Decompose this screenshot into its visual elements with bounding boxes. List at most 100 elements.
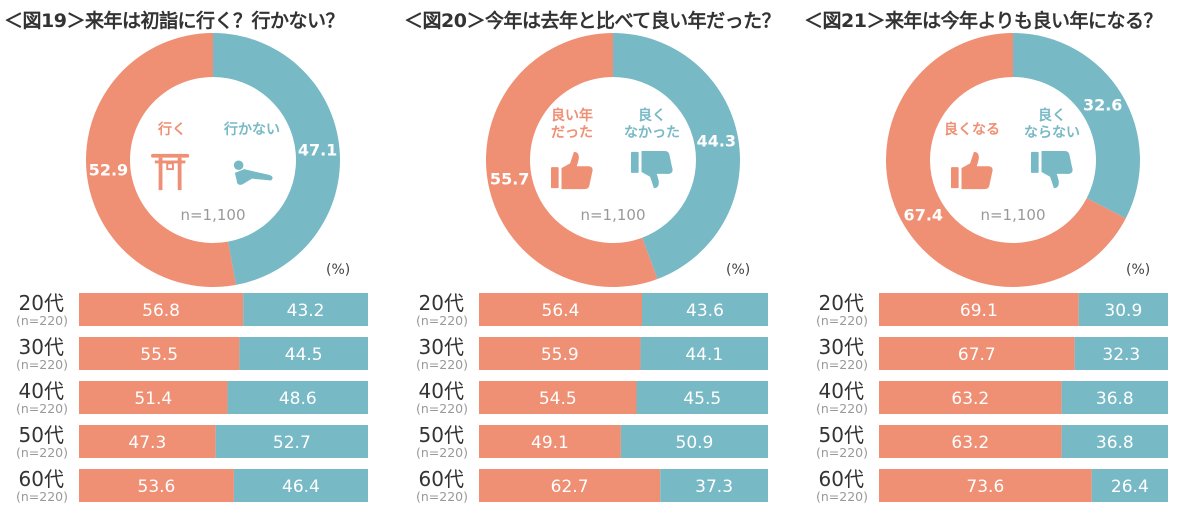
unit-label: (%) <box>726 262 751 278</box>
age-group-label: 50代 <box>418 423 464 447</box>
age-group-n: (n=220) <box>15 401 68 416</box>
torii-icon <box>151 153 190 191</box>
age-group-label: 20代 <box>418 291 464 315</box>
lying-person-icon <box>233 160 273 185</box>
age-group-n: (n=220) <box>15 445 68 460</box>
age-group-label: 30代 <box>818 335 864 359</box>
age-group-n: (n=220) <box>815 357 868 372</box>
bar-segment-positive <box>479 425 621 458</box>
bar-value-label: 46.4 <box>282 476 320 497</box>
bar-segment-negative <box>227 381 368 414</box>
age-group-label: 40代 <box>18 379 64 403</box>
bar-value-label: 56.4 <box>541 300 580 321</box>
age-group-n: (n=220) <box>815 445 868 460</box>
bar-value-label: 62.7 <box>550 476 589 497</box>
age-group-label: 40代 <box>818 379 864 403</box>
donut-value-label: 44.3 <box>696 131 737 151</box>
bar-value-label: 32.3 <box>1102 344 1141 365</box>
donut-segment-positive <box>86 33 237 287</box>
donut-value-label: 47.1 <box>297 140 338 160</box>
bar-segment-positive <box>479 293 642 326</box>
bar-segment-negative <box>636 381 768 414</box>
age-group-label: 60代 <box>418 467 464 491</box>
bar-segment-negative <box>1074 337 1168 370</box>
bar-segment-positive <box>79 469 234 502</box>
bar-value-label: 51.4 <box>134 388 173 409</box>
donut-segment-negative <box>613 33 740 279</box>
age-group-n: (n=220) <box>415 357 468 372</box>
donut-segment-negative <box>1013 33 1140 219</box>
age-group-n: (n=220) <box>415 489 468 504</box>
bar-segment-negative <box>1061 381 1168 414</box>
bar-value-label: 50.9 <box>675 432 714 453</box>
chart-title: ＜図19＞来年は初詣に行く？行かない？ <box>4 10 344 32</box>
bar-value-label: 53.6 <box>137 476 176 497</box>
bar-value-label: 43.6 <box>686 300 724 321</box>
chart-title: ＜図20＞今年は去年と比べて良い年だった？ <box>404 10 781 32</box>
chart-panel-3: ＜図21＞来年は今年よりも良い年になる？ 32.6 67.4 良くなる 良く ならない n… <box>800 0 1200 513</box>
category-label: 良く なかった <box>624 108 680 141</box>
bar-segment-positive <box>479 381 637 414</box>
thumbs-up-icon <box>951 151 993 190</box>
chart-svg <box>879 33 1168 502</box>
bar-value-label: 52.7 <box>272 432 311 453</box>
bar-value-label: 49.1 <box>531 432 569 453</box>
age-group-n: (n=220) <box>15 313 68 328</box>
category-label: 行かない <box>224 122 280 138</box>
donut-value-label: 67.4 <box>903 205 944 225</box>
bar-segment-negative <box>1078 293 1168 326</box>
unit-label: (%) <box>326 262 351 278</box>
bar-value-label: 69.1 <box>959 300 998 321</box>
bar-segment-negative <box>640 337 768 370</box>
bar-segment-negative <box>243 293 368 326</box>
donut-segment-negative <box>213 33 341 285</box>
sample-size-label: n=1,100 <box>980 206 1046 224</box>
bar-value-label: 73.6 <box>966 476 1005 497</box>
age-group-label: 30代 <box>418 335 464 359</box>
donut-segment-positive <box>886 33 1126 287</box>
age-group-n: (n=220) <box>815 401 868 416</box>
category-label: 良い年 だった <box>551 108 593 141</box>
chart-svg <box>479 33 768 502</box>
thumbs-down-icon <box>1031 150 1073 189</box>
bar-segment-negative <box>215 425 368 458</box>
thumbs-up-icon <box>551 151 593 190</box>
bar-value-label: 26.4 <box>1110 476 1149 497</box>
bar-segment-positive <box>479 469 661 502</box>
donut-value-label: 52.9 <box>88 160 129 180</box>
age-group-label: 20代 <box>818 291 864 315</box>
age-group-n: (n=220) <box>415 313 468 328</box>
donut-value-label: 55.7 <box>489 169 530 189</box>
chart-title: ＜図21＞来年は今年よりも良い年になる？ <box>804 10 1163 32</box>
bar-value-label: 54.5 <box>538 388 577 409</box>
bar-value-label: 63.2 <box>951 432 990 453</box>
bar-value-label: 44.5 <box>284 344 323 365</box>
unit-label: (%) <box>1126 262 1151 278</box>
age-group-n: (n=220) <box>815 313 868 328</box>
bar-value-label: 63.2 <box>951 388 990 409</box>
bar-value-label: 37.3 <box>695 476 734 497</box>
bar-value-label: 48.6 <box>278 388 317 409</box>
bar-segment-negative <box>660 469 768 502</box>
bar-segment-negative <box>641 293 768 326</box>
bar-segment-positive <box>79 293 244 326</box>
age-group-n: (n=220) <box>15 489 68 504</box>
bar-segment-negative <box>620 425 768 458</box>
bar-value-label: 30.9 <box>1104 300 1143 321</box>
bar-segment-positive <box>79 337 240 370</box>
age-group-n: (n=220) <box>415 401 468 416</box>
bar-segment-positive <box>879 337 1075 370</box>
chart-svg <box>79 33 368 502</box>
bar-segment-positive <box>879 469 1092 502</box>
bar-segment-positive <box>879 425 1062 458</box>
bar-segment-negative <box>239 337 368 370</box>
sample-size-label: n=1,100 <box>580 206 646 224</box>
donut-value-label: 32.6 <box>1082 95 1123 115</box>
bar-segment-positive <box>879 293 1079 326</box>
bar-value-label: 36.8 <box>1095 388 1134 409</box>
bar-value-label: 44.1 <box>685 344 724 365</box>
category-label: 良くなる <box>944 122 1000 138</box>
bar-segment-positive <box>79 425 216 458</box>
chart-panel-1: ＜図19＞来年は初詣に行く？行かない？ 47.1 52.9 行く 行かない n=1,100… <box>0 0 400 513</box>
bar-value-label: 43.2 <box>286 300 325 321</box>
